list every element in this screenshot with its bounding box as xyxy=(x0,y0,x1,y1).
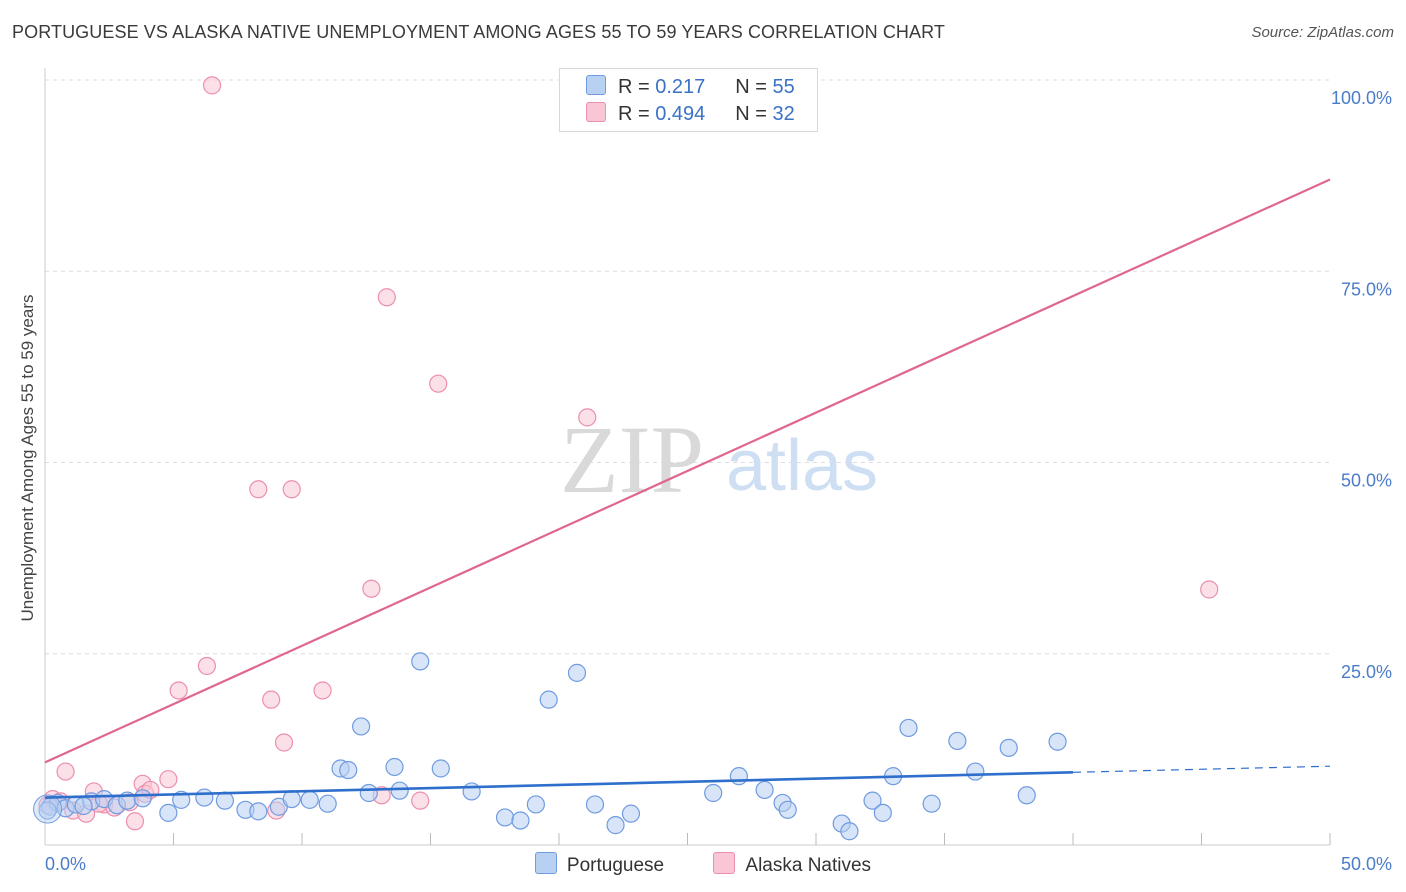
y-tick-label: 50.0% xyxy=(1341,471,1392,491)
legend-r-label: R = xyxy=(618,103,656,125)
data-point xyxy=(948,731,967,751)
data-point xyxy=(495,808,515,827)
data-point xyxy=(755,780,774,800)
data-point xyxy=(56,762,75,781)
watermark-atlas: atlas xyxy=(726,426,878,506)
data-point xyxy=(704,783,723,803)
data-point xyxy=(282,480,301,499)
data-point xyxy=(606,816,625,835)
legend-swatch-pink xyxy=(713,852,736,874)
legend-label-portuguese: Portuguese xyxy=(566,855,665,876)
data-point xyxy=(159,803,178,822)
legend-row-portuguese: R = 0.217 N = 55 xyxy=(586,75,795,101)
data-point xyxy=(249,480,268,499)
data-point xyxy=(318,794,337,813)
data-point xyxy=(282,789,301,809)
data-point xyxy=(526,795,545,814)
data-point xyxy=(840,822,859,841)
data-point xyxy=(1200,580,1219,599)
legend-r-value: 0.494 xyxy=(655,103,706,125)
data-point xyxy=(390,781,409,800)
data-point xyxy=(999,738,1018,757)
data-point xyxy=(922,794,941,813)
data-point xyxy=(585,795,605,814)
data-point xyxy=(125,812,145,831)
legend-swatch-blue xyxy=(586,75,606,95)
y-tick-label: 100.0% xyxy=(1331,88,1392,108)
data-point xyxy=(873,803,892,822)
data-point xyxy=(863,791,882,810)
data-point xyxy=(300,790,319,809)
data-point xyxy=(462,782,481,801)
data-point xyxy=(429,374,448,393)
data-point xyxy=(197,656,217,676)
data-point xyxy=(215,791,234,810)
legend-r-value: 0.217 xyxy=(655,76,706,98)
series-legend: Portuguese Alaska Natives xyxy=(0,852,1406,877)
legend-r-label: R = xyxy=(618,76,656,98)
legend-item-portuguese: Portuguese xyxy=(534,852,665,877)
watermark: ZIP atlas xyxy=(560,406,878,513)
data-point xyxy=(899,718,918,738)
data-point xyxy=(621,804,641,823)
legend-n-label: N = xyxy=(735,76,773,98)
data-point xyxy=(133,789,152,808)
data-point xyxy=(362,579,381,598)
data-point xyxy=(411,791,430,810)
y-tick-label: 75.0% xyxy=(1341,279,1392,299)
data-point xyxy=(1017,786,1036,805)
trend-line-alaska-natives xyxy=(44,178,1331,764)
gridlines xyxy=(45,79,1330,655)
legend-label-alaska-natives: Alaska Natives xyxy=(745,855,872,876)
data-point xyxy=(169,681,188,700)
y-tick-label: 25.0% xyxy=(1341,662,1392,682)
data-point xyxy=(385,757,404,777)
legend-n-label: N = xyxy=(735,103,773,125)
data-point xyxy=(195,788,214,807)
data-point xyxy=(274,733,294,752)
trend-line-portuguese-extension xyxy=(1072,765,1331,773)
x-tick-label: 0.0% xyxy=(45,854,86,874)
data-point xyxy=(411,652,430,671)
trend-lines xyxy=(44,178,1331,799)
data-point xyxy=(74,796,93,816)
trend-line-portuguese xyxy=(44,771,1074,799)
data-point xyxy=(567,663,587,682)
data-point xyxy=(578,408,597,427)
data-point xyxy=(729,767,749,786)
tick-labels: 25.0% 50.0% 75.0% 100.0% 0.0% 50.0% xyxy=(45,88,1392,874)
x-tick-label: 50.0% xyxy=(1341,854,1392,874)
data-point xyxy=(352,717,371,736)
chart-title: PORTUGUESE VS ALASKA NATIVE UNEMPLOYMENT… xyxy=(12,22,946,42)
stats-legend: R = 0.217 N = 55 R = 0.494 N = 32 xyxy=(559,68,818,132)
legend-row-alaska-natives: R = 0.494 N = 32 xyxy=(586,102,795,128)
data-point xyxy=(511,811,530,830)
data-point xyxy=(202,76,222,95)
axes xyxy=(44,68,1331,846)
data-point xyxy=(262,690,281,709)
legend-swatch-pink xyxy=(586,102,606,122)
data-point xyxy=(313,681,332,700)
data-point xyxy=(377,288,396,307)
legend-n-value: 55 xyxy=(772,76,795,98)
data-point xyxy=(778,800,797,819)
data-point xyxy=(966,762,985,781)
data-point xyxy=(249,802,268,821)
data-point xyxy=(359,783,378,803)
data-point xyxy=(431,759,450,778)
data-point xyxy=(159,770,178,789)
portuguese-points xyxy=(33,652,1067,841)
data-point-cluster xyxy=(33,794,63,824)
data-point xyxy=(539,690,558,709)
legend-item-alaska-natives: Alaska Natives xyxy=(713,852,871,877)
source-label: Source: ZipAtlas.com xyxy=(1251,24,1394,41)
data-point xyxy=(38,801,57,820)
data-point xyxy=(339,760,358,780)
legend-n-value: 32 xyxy=(772,103,795,125)
data-point xyxy=(1048,732,1067,751)
legend-swatch-blue xyxy=(534,852,557,874)
